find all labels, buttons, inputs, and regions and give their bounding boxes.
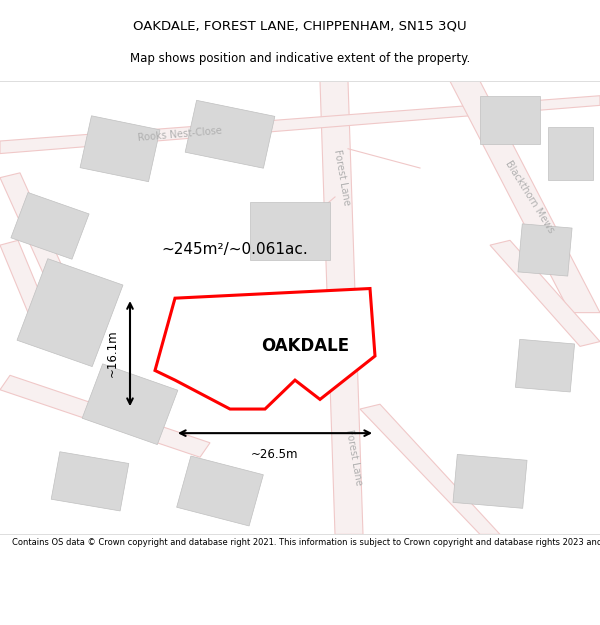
Polygon shape [548,127,593,180]
Text: ~16.1m: ~16.1m [106,330,119,378]
Text: Forest Lane: Forest Lane [344,428,364,486]
Text: OAKDALE, FOREST LANE, CHIPPENHAM, SN15 3QU: OAKDALE, FOREST LANE, CHIPPENHAM, SN15 3… [133,19,467,32]
Polygon shape [155,289,375,409]
Polygon shape [11,192,89,259]
Polygon shape [17,259,123,367]
Polygon shape [80,116,160,182]
Polygon shape [0,375,210,458]
Polygon shape [82,364,178,444]
Polygon shape [515,339,575,392]
Text: Contains OS data © Crown copyright and database right 2021. This information is : Contains OS data © Crown copyright and d… [12,538,600,547]
Polygon shape [0,241,60,346]
Text: ~26.5m: ~26.5m [251,448,299,461]
Polygon shape [518,224,572,276]
Polygon shape [176,456,263,526]
Text: Map shows position and indicative extent of the property.: Map shows position and indicative extent… [130,52,470,65]
Polygon shape [51,452,129,511]
Text: Forest Lane: Forest Lane [332,149,352,206]
Text: ~245m²/~0.061ac.: ~245m²/~0.061ac. [161,242,308,258]
Polygon shape [0,173,70,289]
Text: OAKDALE: OAKDALE [261,338,349,356]
Text: Rooks Nest-Close: Rooks Nest-Close [137,126,223,143]
Polygon shape [185,101,275,168]
Polygon shape [480,96,540,144]
Polygon shape [453,454,527,508]
Polygon shape [450,81,600,312]
Polygon shape [250,202,330,259]
Polygon shape [320,81,363,534]
Polygon shape [0,96,600,154]
Polygon shape [490,241,600,346]
Text: Blackthorn Mews: Blackthorn Mews [503,159,556,235]
Polygon shape [360,404,500,534]
